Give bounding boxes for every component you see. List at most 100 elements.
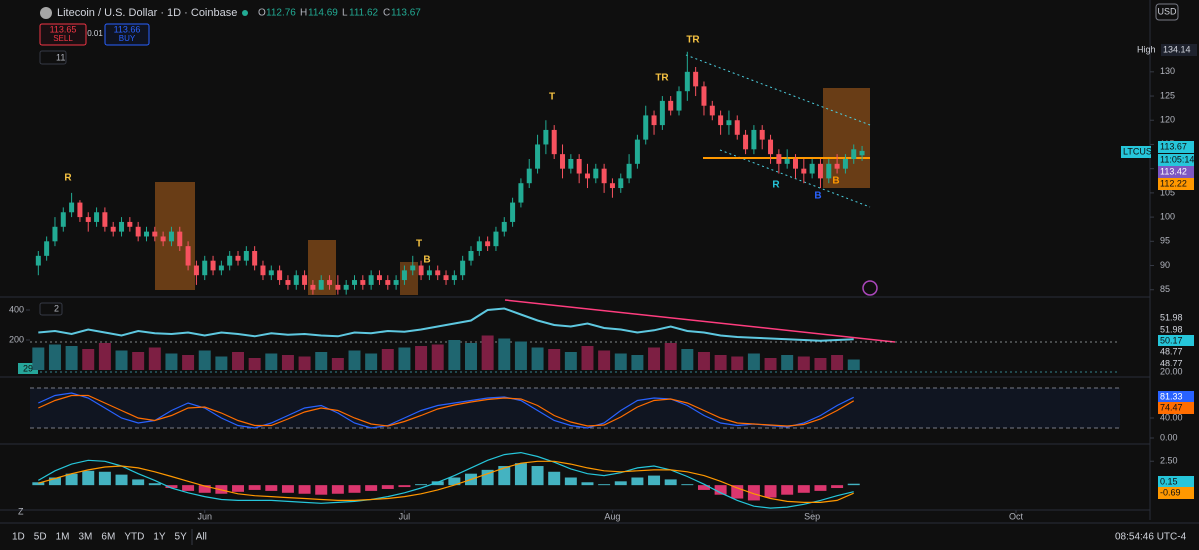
bar: [215, 356, 228, 370]
currency[interactable]: USD: [1157, 6, 1177, 16]
candle-body: [243, 250, 249, 261]
range-button[interactable]: YTD: [124, 532, 144, 543]
y-tick-label: 130: [1160, 66, 1175, 76]
candle-body: [302, 275, 308, 285]
range-button[interactable]: 5D: [34, 532, 47, 543]
histogram: [631, 477, 644, 486]
candle-body: [659, 100, 665, 126]
candle-body: [801, 168, 807, 174]
candle-body: [135, 226, 141, 237]
candle-body: [651, 115, 657, 126]
indicator-toggle[interactable]: [39, 50, 67, 65]
histogram: [614, 481, 627, 486]
y-tick-label: 400: [9, 304, 24, 314]
series-line: [38, 451, 854, 509]
histogram: [115, 474, 128, 486]
signal-marker: R: [64, 173, 72, 184]
sell-price[interactable]: 113.65: [50, 24, 77, 34]
range-button[interactable]: 1M: [56, 532, 70, 543]
bar: [82, 349, 95, 370]
candle-body: [576, 158, 582, 174]
y-tick-label: 105: [1160, 187, 1175, 197]
buy-price[interactable]: 113.66: [114, 24, 141, 34]
price-tag-label: 48.77: [1160, 346, 1183, 356]
candle-body: [168, 231, 174, 242]
histogram: [381, 485, 394, 489]
currency-box[interactable]: [1155, 3, 1179, 21]
candle-body: [368, 275, 374, 285]
bar: [797, 356, 810, 370]
price-tag: [1158, 154, 1194, 166]
buy-box[interactable]: [104, 23, 150, 46]
histogram: [797, 485, 810, 493]
price-tag: [1158, 178, 1194, 190]
range-button[interactable]: All: [196, 532, 207, 543]
candle-body: [518, 183, 524, 203]
bar: [847, 359, 860, 370]
zoom[interactable]: Z: [18, 506, 24, 516]
candle-body: [626, 163, 632, 179]
bar: [564, 352, 577, 370]
range-button[interactable]: 1Y: [153, 532, 166, 543]
pane-toggle[interactable]: [39, 302, 63, 316]
histogram: [564, 477, 577, 486]
x-tick-label: Sep: [804, 511, 820, 521]
candle-body: [535, 144, 541, 169]
bar: [764, 358, 777, 370]
range-button[interactable]: 3M: [79, 532, 93, 543]
candle-body: [584, 173, 590, 179]
bar: [498, 338, 511, 370]
x-tick-label: Oct: [1009, 511, 1024, 521]
buy-label[interactable]: BUY: [119, 34, 136, 43]
candle-body: [35, 255, 41, 266]
candle-body: [426, 270, 432, 276]
sell-button[interactable]: 113.65 SELL: [39, 23, 87, 46]
x-tick-label: Jul: [399, 511, 411, 521]
histogram: [198, 485, 211, 493]
bar: [265, 353, 278, 370]
candle-body: [809, 163, 815, 174]
bar: [631, 355, 644, 370]
bar: [298, 356, 311, 370]
range-button[interactable]: 6M: [101, 532, 115, 543]
candle-body: [568, 158, 574, 169]
series-line: [38, 460, 854, 503]
candle-body: [44, 241, 50, 256]
candle-body: [759, 129, 765, 140]
histogram: [331, 485, 344, 494]
price-tag-label: LTCUSD: [1123, 146, 1159, 156]
candle-body: [468, 250, 474, 261]
candle-body: [842, 158, 848, 169]
candle-body: [851, 149, 857, 159]
sell-box[interactable]: [39, 23, 87, 46]
y-tick-label: 2.50: [1160, 456, 1178, 466]
sell-label[interactable]: SELL: [53, 34, 73, 43]
indicator-count[interactable]: 11: [56, 52, 65, 62]
range-button[interactable]: 1D: [12, 532, 25, 543]
price-tag-label: 113.67: [1160, 141, 1187, 151]
candle-body: [418, 265, 424, 276]
candle-body: [743, 134, 749, 150]
bar: [115, 350, 128, 370]
event-icon[interactable]: [862, 280, 878, 296]
price-tag: [1158, 324, 1194, 336]
bar: [548, 349, 561, 370]
high-label: High: [1137, 44, 1156, 54]
band: [30, 388, 1120, 428]
price-tag: [1121, 146, 1151, 158]
candle-body: [293, 275, 299, 285]
candle-body: [310, 284, 316, 290]
pane-label: 2: [54, 303, 59, 313]
buy-button[interactable]: 113.66 BUY: [104, 23, 150, 46]
bar: [331, 358, 344, 370]
candle-body: [543, 129, 549, 145]
range-button[interactable]: 5Y: [175, 532, 188, 543]
ohlc: O 112.76 H 114.69 L 111.62 C 113.67: [258, 8, 421, 19]
histogram: [581, 482, 594, 486]
bar: [481, 335, 494, 370]
candle-body: [776, 154, 782, 164]
y-tick-label: 85: [1160, 284, 1170, 294]
zone: [155, 182, 195, 290]
bar: [232, 352, 245, 370]
